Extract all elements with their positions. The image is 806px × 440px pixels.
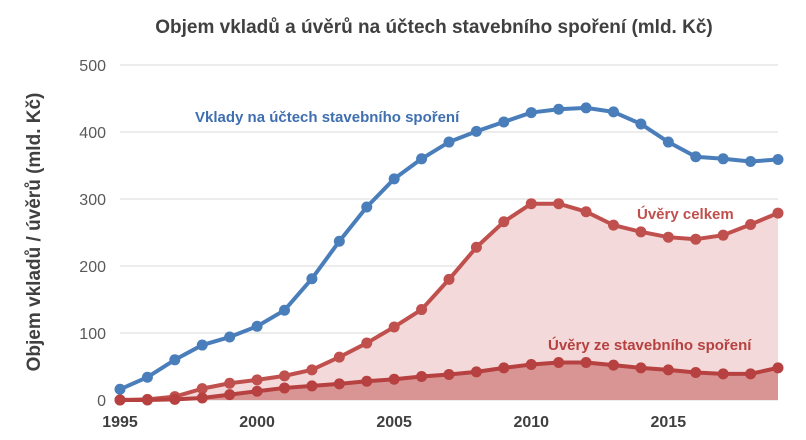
x-tick-label: 2005	[376, 414, 412, 431]
area-uvery-celkem	[120, 203, 778, 400]
point-vklady	[745, 155, 757, 167]
point-uvery-ze-stavebniho-sporeni	[196, 392, 208, 404]
point-uvery-celkem	[251, 374, 263, 386]
point-uvery-celkem	[525, 198, 537, 210]
point-vklady	[196, 339, 208, 351]
point-uvery-celkem	[416, 304, 428, 316]
point-uvery-ze-stavebniho-sporeni	[635, 362, 647, 374]
point-vklady	[361, 201, 373, 213]
point-vklady	[498, 116, 510, 128]
point-uvery-celkem	[361, 337, 373, 349]
point-vklady	[553, 103, 565, 115]
point-vklady	[717, 153, 729, 165]
point-uvery-ze-stavebniho-sporeni	[525, 358, 537, 370]
point-uvery-celkem	[772, 207, 784, 219]
point-uvery-ze-stavebniho-sporeni	[361, 375, 373, 387]
y-tick-label: 100	[79, 326, 106, 343]
point-uvery-ze-stavebniho-sporeni	[553, 356, 565, 368]
point-vklady	[169, 354, 181, 366]
y-axis-label: Objem vkladů / úvěrů (mld. Kč)	[24, 93, 45, 372]
point-uvery-celkem	[333, 351, 345, 363]
point-uvery-ze-stavebniho-sporeni	[717, 368, 729, 380]
series-label-vklady: Vklady na účtech stavebního spoření	[195, 109, 460, 126]
point-uvery-celkem	[717, 229, 729, 241]
point-uvery-ze-stavebniho-sporeni	[224, 389, 236, 401]
point-vklady	[306, 273, 318, 285]
point-uvery-ze-stavebniho-sporeni	[580, 356, 592, 368]
point-vklady	[141, 371, 153, 383]
point-uvery-celkem	[608, 219, 619, 231]
point-uvery-ze-stavebniho-sporeni	[306, 380, 318, 392]
chart-title: Objem vkladů a úvěrů na účtech stavebníh…	[155, 17, 712, 38]
point-uvery-ze-stavebniho-sporeni	[114, 394, 126, 406]
point-uvery-ze-stavebniho-sporeni	[745, 368, 757, 380]
x-tick-label: 2000	[239, 414, 275, 431]
y-tick-label: 0	[97, 393, 106, 410]
point-uvery-ze-stavebniho-sporeni	[333, 378, 345, 390]
point-vklady	[416, 153, 428, 165]
point-vklady	[772, 153, 784, 165]
point-uvery-celkem	[279, 370, 290, 382]
point-uvery-ze-stavebniho-sporeni	[443, 369, 455, 381]
point-uvery-ze-stavebniho-sporeni	[662, 364, 674, 376]
series-label-uvery-ze-stavebniho-sporeni: Úvěry ze stavebního spoření	[548, 336, 752, 354]
point-uvery-celkem	[388, 321, 400, 333]
data-points	[114, 102, 784, 406]
point-vklady	[279, 304, 290, 316]
point-uvery-ze-stavebniho-sporeni	[279, 382, 290, 394]
point-uvery-ze-stavebniho-sporeni	[772, 362, 784, 374]
series-label-uvery-celkem: Úvěry celkem	[637, 205, 734, 223]
point-uvery-celkem	[745, 218, 757, 230]
point-vklady	[470, 125, 482, 137]
point-vklady	[224, 331, 236, 343]
point-uvery-ze-stavebniho-sporeni	[690, 367, 702, 379]
point-vklady	[114, 383, 126, 395]
point-vklady	[580, 102, 592, 114]
point-uvery-celkem	[196, 383, 208, 395]
point-uvery-celkem	[498, 216, 510, 228]
point-vklady	[635, 118, 647, 130]
y-tick-labels: 0 100 200 300 400 500	[79, 58, 106, 410]
point-vklady	[525, 107, 537, 119]
point-vklady	[662, 136, 674, 148]
x-tick-label: 2010	[513, 414, 549, 431]
point-uvery-celkem	[662, 231, 674, 243]
x-tick-label: 1995	[102, 414, 138, 431]
point-uvery-ze-stavebniho-sporeni	[416, 371, 428, 383]
point-uvery-celkem	[690, 233, 702, 245]
point-vklady	[690, 151, 702, 163]
point-uvery-celkem	[470, 241, 482, 253]
point-uvery-ze-stavebniho-sporeni	[388, 373, 400, 385]
point-uvery-ze-stavebniho-sporeni	[498, 362, 510, 374]
point-vklady	[443, 136, 455, 148]
point-uvery-celkem	[553, 198, 565, 210]
x-tick-labels: 1995 2000 2005 2010 2015	[102, 414, 686, 431]
point-uvery-celkem	[224, 377, 236, 389]
point-uvery-ze-stavebniho-sporeni	[608, 359, 619, 371]
point-vklady	[388, 173, 400, 185]
point-vklady	[333, 235, 345, 247]
y-tick-label: 400	[79, 125, 106, 142]
y-tick-label: 500	[79, 58, 106, 75]
point-uvery-celkem	[635, 226, 647, 238]
point-uvery-celkem	[443, 273, 455, 285]
point-vklady	[251, 320, 263, 332]
point-uvery-ze-stavebniho-sporeni	[141, 394, 153, 406]
x-tick-label: 2015	[651, 414, 687, 431]
point-uvery-celkem	[306, 364, 318, 376]
point-vklady	[608, 106, 619, 118]
y-tick-label: 300	[79, 192, 106, 209]
point-uvery-ze-stavebniho-sporeni	[251, 385, 263, 397]
point-uvery-ze-stavebniho-sporeni	[169, 393, 181, 405]
point-uvery-celkem	[580, 206, 592, 218]
y-tick-label: 200	[79, 259, 106, 276]
point-uvery-ze-stavebniho-sporeni	[470, 366, 482, 378]
